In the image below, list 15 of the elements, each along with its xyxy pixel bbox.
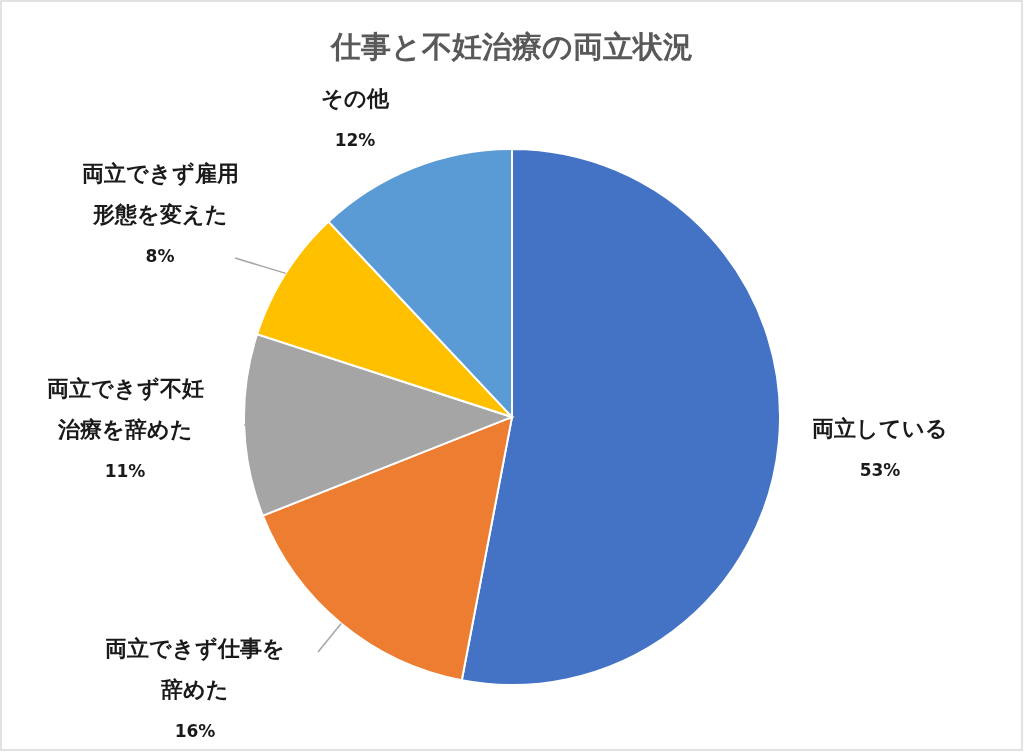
pie-slice <box>243 333 513 517</box>
data-label: 12% <box>334 130 376 150</box>
pie-slice <box>327 148 513 418</box>
data-label: 11% <box>104 461 146 481</box>
data-label: 16% <box>174 721 216 741</box>
slice-label: 両立できず仕事を辞めた <box>105 636 285 702</box>
pie-slice <box>261 416 513 682</box>
data-label: 8% <box>145 246 175 266</box>
slice-label: 両立できず不妊治療を辞めた <box>46 376 204 442</box>
slice-label: その他 <box>321 86 390 111</box>
pie-slice <box>460 148 781 686</box>
slice-label: 両立できず雇用形態を変えた <box>81 161 239 227</box>
slice-label: 両立している <box>812 416 948 441</box>
data-label: 53% <box>859 460 901 480</box>
chart-title: 仕事と不妊治療の両立状況 <box>329 28 693 64</box>
